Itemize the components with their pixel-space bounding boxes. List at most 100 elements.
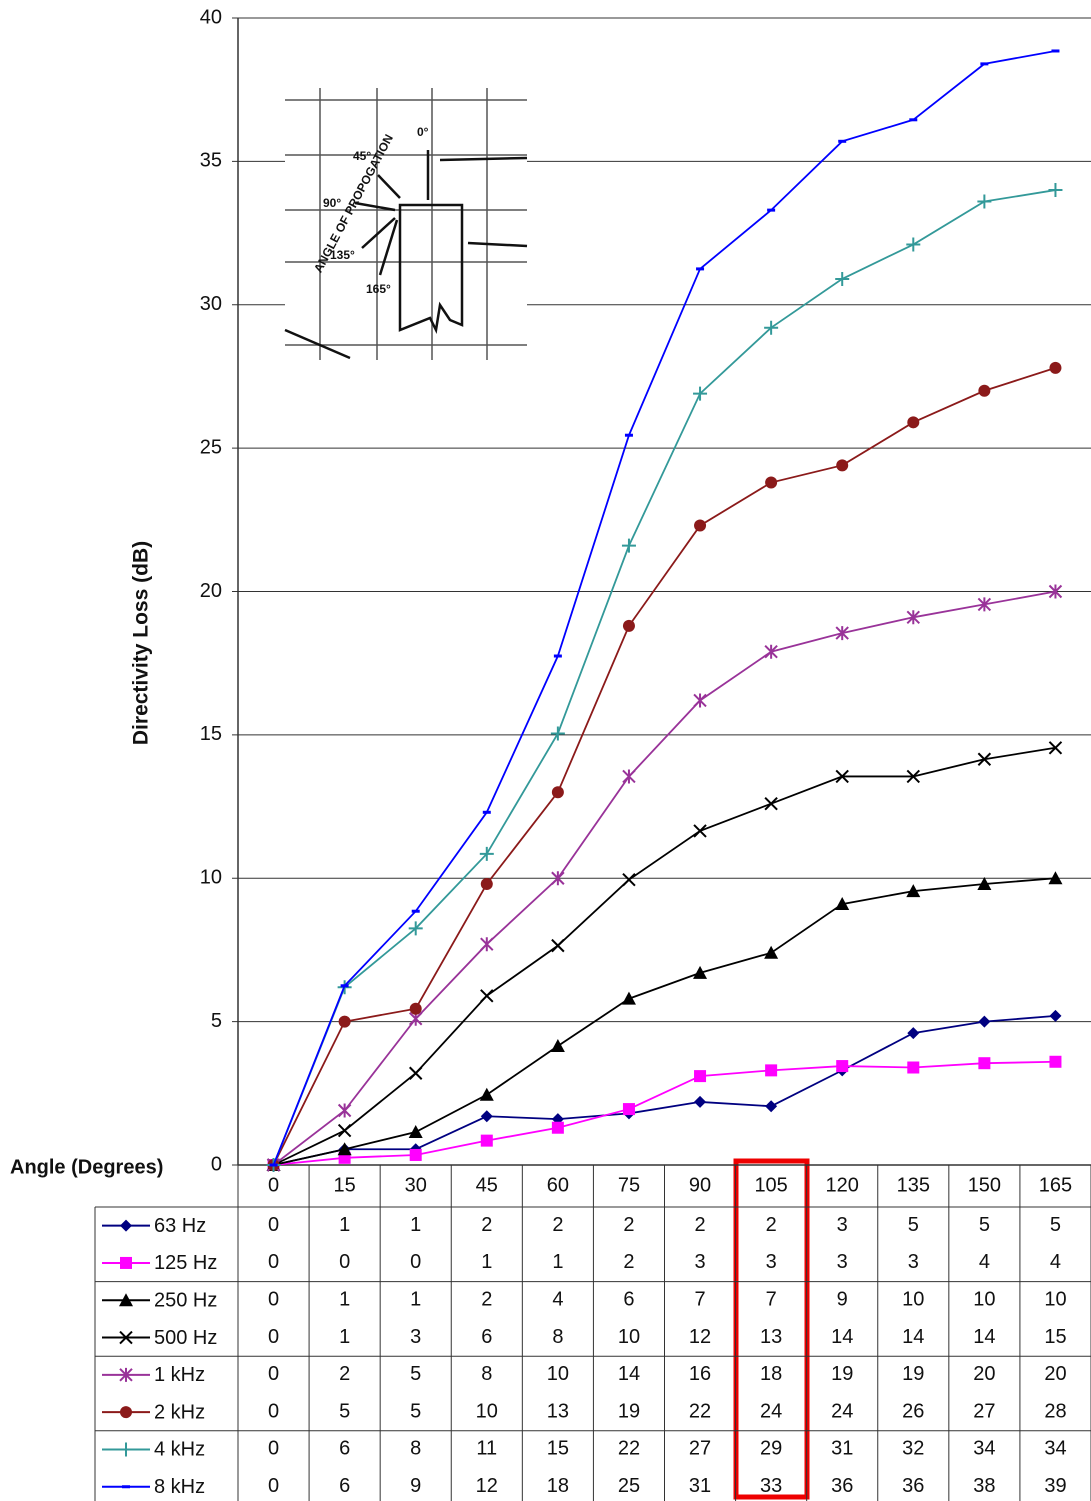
data-point — [836, 626, 848, 640]
data-point — [339, 1016, 351, 1028]
x-tick-label: 15 — [334, 1174, 356, 1196]
table-value: 33 — [760, 1475, 782, 1497]
legend-label: 2 kHz — [154, 1401, 205, 1423]
x-tick-label: 30 — [405, 1174, 427, 1196]
data-point — [481, 1110, 493, 1122]
inset-diagram: ANGLE OF PROPOGATION 0° 45° 90° 135° 165… — [285, 88, 527, 360]
table-value: 6 — [339, 1438, 350, 1460]
legend-marker — [119, 1442, 133, 1456]
data-point — [552, 1122, 564, 1134]
table-value: 26 — [902, 1400, 924, 1422]
table-value: 4 — [1050, 1251, 1061, 1273]
table-value: 3 — [837, 1214, 848, 1236]
table-value: 10 — [973, 1289, 995, 1311]
table-value: 12 — [476, 1475, 498, 1497]
data-point — [481, 1135, 493, 1147]
data-point — [765, 1064, 777, 1076]
table-value: 18 — [760, 1363, 782, 1385]
table-value: 3 — [410, 1326, 421, 1348]
data-point — [410, 1149, 422, 1161]
table-value: 0 — [268, 1400, 279, 1422]
data-point — [836, 1060, 848, 1072]
legend-label: 500 Hz — [154, 1327, 217, 1349]
data-point — [481, 937, 493, 951]
table-value: 27 — [689, 1438, 711, 1460]
x-tick-label: 150 — [968, 1174, 1001, 1196]
legend-label: 63 Hz — [154, 1215, 206, 1237]
table-value: 10 — [547, 1363, 569, 1385]
table-value: 0 — [268, 1326, 279, 1348]
y-tick-label: 15 — [200, 723, 222, 745]
table-value: 3 — [837, 1251, 848, 1273]
table-value: 0 — [268, 1363, 279, 1385]
data-point — [978, 1016, 990, 1028]
series-line — [274, 1016, 1056, 1165]
table-value: 38 — [973, 1475, 995, 1497]
series-line — [274, 368, 1056, 1165]
data-point — [410, 1003, 422, 1015]
x-tick-label: 45 — [476, 1174, 498, 1196]
legend-label: 4 kHz — [154, 1439, 205, 1461]
table-value: 2 — [339, 1363, 350, 1385]
x-tick-label: 120 — [826, 1174, 859, 1196]
table-value: 16 — [689, 1363, 711, 1385]
table-value: 2 — [481, 1214, 492, 1236]
legend-label: 1 kHz — [154, 1364, 205, 1386]
table-value: 10 — [902, 1289, 924, 1311]
table-value: 2 — [623, 1214, 634, 1236]
inset-angle: 135° — [330, 248, 355, 262]
x-tick-label: 105 — [754, 1174, 787, 1196]
table-value: 8 — [410, 1438, 421, 1460]
data-point — [694, 1070, 706, 1082]
table-value: 7 — [694, 1289, 705, 1311]
chart: Directivity Loss (dB) Angle (Degrees) AN… — [0, 0, 1091, 1501]
table-value: 34 — [973, 1438, 995, 1460]
data-point — [765, 645, 777, 659]
data-point — [1049, 1056, 1061, 1068]
table-value: 22 — [689, 1400, 711, 1422]
y-tick-label: 35 — [200, 150, 222, 172]
table-value: 14 — [973, 1326, 995, 1348]
data-point — [906, 238, 920, 252]
table-value: 7 — [766, 1289, 777, 1311]
table-value: 10 — [1044, 1289, 1066, 1311]
data-point — [552, 786, 564, 798]
data-point — [907, 1027, 919, 1039]
table-value: 4 — [552, 1289, 563, 1311]
table-value: 0 — [268, 1475, 279, 1497]
table-value: 13 — [760, 1326, 782, 1348]
data-point — [622, 539, 636, 553]
table-value: 1 — [339, 1214, 350, 1236]
data-point — [623, 874, 635, 886]
table-value: 1 — [410, 1289, 421, 1311]
table-value: 9 — [410, 1475, 421, 1497]
table-value: 36 — [831, 1475, 853, 1497]
data-point — [551, 1039, 565, 1052]
table-value: 20 — [1044, 1363, 1066, 1385]
table-value: 25 — [618, 1475, 640, 1497]
table-value: 14 — [831, 1326, 853, 1348]
table-value: 19 — [831, 1363, 853, 1385]
table-value: 14 — [618, 1363, 640, 1385]
x-tick-label: 135 — [897, 1174, 930, 1196]
table-value: 0 — [268, 1251, 279, 1273]
x-tick-label: 90 — [689, 1174, 711, 1196]
table-value: 5 — [339, 1400, 350, 1422]
data-point — [978, 385, 990, 397]
table-value: 36 — [902, 1475, 924, 1497]
data-point — [694, 693, 706, 707]
table-value: 20 — [973, 1363, 995, 1385]
data-point — [836, 459, 848, 471]
table-value: 10 — [618, 1326, 640, 1348]
data-point — [480, 1088, 494, 1101]
table-value: 31 — [689, 1475, 711, 1497]
series-line — [274, 748, 1056, 1165]
table-value: 0 — [268, 1289, 279, 1311]
table-value: 5 — [1050, 1214, 1061, 1236]
table-value: 10 — [476, 1400, 498, 1422]
table-value: 2 — [694, 1214, 705, 1236]
table-value: 9 — [837, 1289, 848, 1311]
table-value: 0 — [268, 1214, 279, 1236]
table-value: 1 — [481, 1251, 492, 1273]
y-tick-label: 20 — [200, 580, 222, 602]
